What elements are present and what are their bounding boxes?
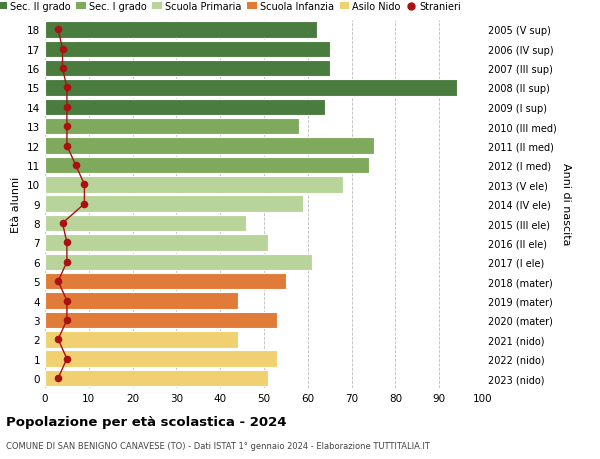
Point xyxy=(53,278,63,285)
Point xyxy=(80,201,89,208)
Bar xyxy=(45,235,268,251)
Bar xyxy=(45,22,317,39)
Point xyxy=(58,220,67,227)
Point xyxy=(62,104,72,111)
Bar xyxy=(45,351,277,367)
Point xyxy=(53,375,63,382)
Point xyxy=(58,65,67,73)
Legend: Sec. II grado, Sec. I grado, Scuola Primaria, Scuola Infanzia, Asilo Nido, Stran: Sec. II grado, Sec. I grado, Scuola Prim… xyxy=(0,2,461,12)
Bar xyxy=(45,215,247,232)
Bar xyxy=(45,119,299,135)
Point xyxy=(62,84,72,92)
Point xyxy=(62,123,72,131)
Bar xyxy=(45,331,238,348)
Bar xyxy=(45,61,330,77)
Bar xyxy=(45,41,330,58)
Point xyxy=(71,162,80,169)
Bar xyxy=(45,100,325,116)
Point xyxy=(62,143,72,150)
Text: Popolazione per età scolastica - 2024: Popolazione per età scolastica - 2024 xyxy=(6,415,287,428)
Point xyxy=(62,258,72,266)
Bar xyxy=(45,370,268,386)
Bar xyxy=(45,274,286,290)
Bar xyxy=(45,80,457,96)
Bar xyxy=(45,312,277,329)
Bar xyxy=(45,293,238,309)
Point xyxy=(62,297,72,305)
Point xyxy=(53,27,63,34)
Point xyxy=(62,239,72,246)
Bar xyxy=(45,254,312,270)
Bar xyxy=(45,138,374,155)
Bar xyxy=(45,196,304,213)
Y-axis label: Età alunni: Età alunni xyxy=(11,176,22,232)
Point xyxy=(53,336,63,343)
Text: COMUNE DI SAN BENIGNO CANAVESE (TO) - Dati ISTAT 1° gennaio 2024 - Elaborazione : COMUNE DI SAN BENIGNO CANAVESE (TO) - Da… xyxy=(6,441,430,450)
Point xyxy=(62,355,72,363)
Y-axis label: Anni di nascita: Anni di nascita xyxy=(560,163,571,246)
Point xyxy=(80,181,89,189)
Bar xyxy=(45,177,343,193)
Point xyxy=(62,317,72,324)
Bar xyxy=(45,157,369,174)
Point xyxy=(58,46,67,53)
